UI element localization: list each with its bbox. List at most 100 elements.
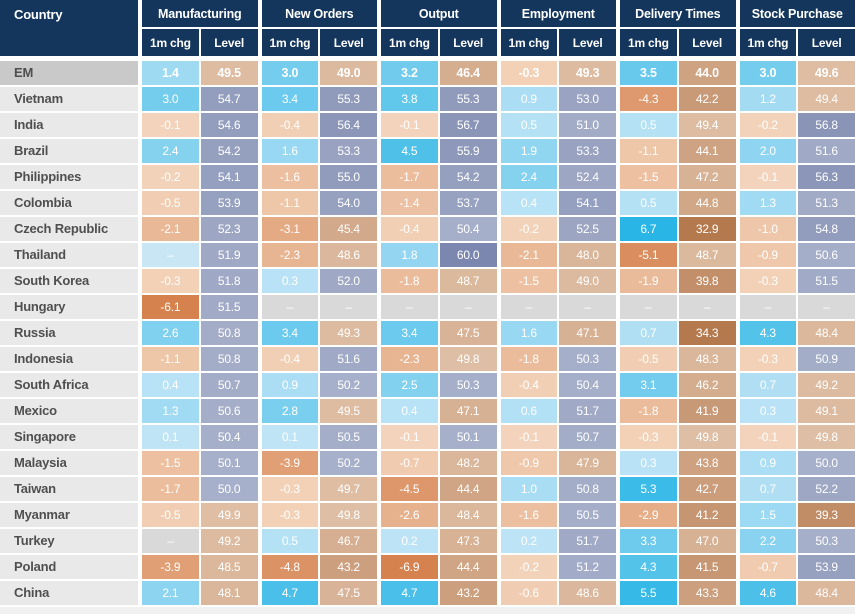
heat-cell-level: 53.3 xyxy=(320,139,377,163)
country-label: Myanmar xyxy=(0,503,138,527)
heat-cell-chg: 3.4 xyxy=(262,87,319,111)
heat-cell-level: 54.7 xyxy=(201,87,258,111)
country-label: Brazil xyxy=(0,139,138,163)
heat-cell-chg: -1.8 xyxy=(381,269,438,293)
heat-cell-level: 48.1 xyxy=(201,581,258,605)
country-label: Poland xyxy=(0,555,138,579)
heat-cell-chg: -3.1 xyxy=(262,217,319,241)
heat-cell-chg: -0.2 xyxy=(501,217,558,241)
heat-cell-level: 48.2 xyxy=(440,451,497,475)
heat-cell-chg: -0.3 xyxy=(620,425,677,449)
heat-cell-chg: 6.7 xyxy=(620,217,677,241)
heat-cell-chg: -1.5 xyxy=(142,451,199,475)
heat-cell-chg: -4.8 xyxy=(262,555,319,579)
heat-cell-chg: -0.6 xyxy=(501,581,558,605)
heat-cell-level: 51.7 xyxy=(559,529,616,553)
heat-cell-level: 49.0 xyxy=(320,61,377,85)
heat-cell-level: 44.4 xyxy=(440,555,497,579)
heat-cell-chg: 3.0 xyxy=(142,87,199,111)
subheader-level: Level xyxy=(440,29,497,56)
heat-cell-level: 41.9 xyxy=(679,399,736,423)
heat-cell-level: 55.3 xyxy=(320,87,377,111)
heat-cell-level: 47.1 xyxy=(440,399,497,423)
heat-cell-chg: -0.2 xyxy=(501,555,558,579)
heat-cell-chg: -1.7 xyxy=(142,477,199,501)
heat-cell-level: – xyxy=(559,295,616,319)
heat-cell-chg: -2.9 xyxy=(620,503,677,527)
heat-cell-level: 39.3 xyxy=(798,503,855,527)
country-label: Philippines xyxy=(0,165,138,189)
heat-cell-chg: 0.2 xyxy=(501,529,558,553)
heat-cell-chg: 0.3 xyxy=(620,451,677,475)
heat-cell-level: 42.2 xyxy=(679,87,736,111)
heat-cell-chg: 3.0 xyxy=(740,61,797,85)
subheader-chg: 1m chg xyxy=(262,29,319,56)
heat-cell-chg: 4.6 xyxy=(740,581,797,605)
heat-cell-chg: -4.3 xyxy=(620,87,677,111)
heat-cell-chg: -0.2 xyxy=(740,113,797,137)
subheader-level: Level xyxy=(679,29,736,56)
heat-cell-chg: 0.9 xyxy=(262,373,319,397)
heat-cell-chg: 0.1 xyxy=(262,425,319,449)
heat-cell-level: 53.7 xyxy=(440,191,497,215)
heat-cell-chg: -0.1 xyxy=(381,113,438,137)
heat-cell-chg: -1.8 xyxy=(620,399,677,423)
subheader-chg: 1m chg xyxy=(620,29,677,56)
heat-cell-level: 55.9 xyxy=(440,139,497,163)
heat-cell-level: 47.3 xyxy=(440,529,497,553)
heat-cell-chg: -0.4 xyxy=(262,347,319,371)
heat-cell-level: 50.2 xyxy=(320,373,377,397)
heat-cell-level: 48.7 xyxy=(440,269,497,293)
heat-cell-level: 56.8 xyxy=(798,113,855,137)
heat-cell-level: 47.0 xyxy=(679,529,736,553)
heat-cell-level: 50.4 xyxy=(440,217,497,241)
heat-cell-chg: -2.3 xyxy=(262,243,319,267)
footer-strip xyxy=(0,607,855,614)
heat-cell-chg: -0.3 xyxy=(740,347,797,371)
heat-cell-level: 46.2 xyxy=(679,373,736,397)
heat-cell-chg: -0.7 xyxy=(740,555,797,579)
heat-cell-chg: 1.3 xyxy=(142,399,199,423)
heat-cell-chg: -2.1 xyxy=(501,243,558,267)
heat-cell-level: 56.3 xyxy=(798,165,855,189)
heat-cell-level: 51.5 xyxy=(201,295,258,319)
heat-cell-level: 49.8 xyxy=(798,425,855,449)
heat-cell-chg: -1.1 xyxy=(620,139,677,163)
heat-cell-level: 48.7 xyxy=(679,243,736,267)
heat-cell-chg: -0.3 xyxy=(262,503,319,527)
subheader-chg: 1m chg xyxy=(381,29,438,56)
subheader-level: Level xyxy=(798,29,855,56)
heat-cell-chg: – xyxy=(142,529,199,553)
heat-cell-level: 49.4 xyxy=(798,87,855,111)
heat-cell-level: 50.6 xyxy=(201,399,258,423)
heat-cell-level: 50.0 xyxy=(798,451,855,475)
heat-cell-level: 54.1 xyxy=(201,165,258,189)
heat-cell-level: 49.7 xyxy=(320,477,377,501)
heat-cell-chg: – xyxy=(381,295,438,319)
country-label: Colombia xyxy=(0,191,138,215)
heat-cell-chg: -0.7 xyxy=(381,451,438,475)
heat-cell-chg: 1.5 xyxy=(740,503,797,527)
heat-cell-chg: 1.6 xyxy=(262,139,319,163)
heat-cell-level: 56.4 xyxy=(320,113,377,137)
heat-cell-level: 49.0 xyxy=(559,269,616,293)
heat-cell-chg: 0.7 xyxy=(620,321,677,345)
country-label: Vietnam xyxy=(0,87,138,111)
subheader-level: Level xyxy=(201,29,258,56)
heat-cell-chg: -1.6 xyxy=(262,165,319,189)
heat-cell-level: 50.9 xyxy=(798,347,855,371)
heat-cell-chg: 4.5 xyxy=(381,139,438,163)
heat-cell-level: 47.9 xyxy=(559,451,616,475)
heat-cell-chg: -3.9 xyxy=(142,555,199,579)
heat-cell-chg: -0.4 xyxy=(501,373,558,397)
